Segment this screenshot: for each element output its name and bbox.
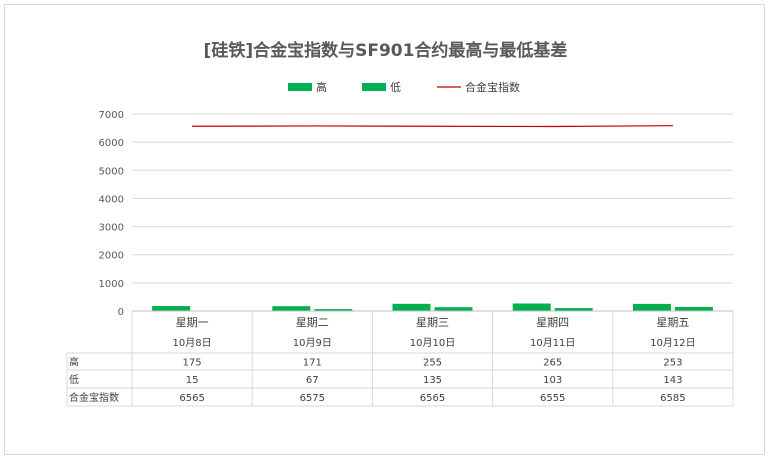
legend-label: 合金宝指数 xyxy=(465,80,520,94)
table-cell-value: 175 xyxy=(183,358,202,369)
table-cell-value: 171 xyxy=(303,358,322,369)
bar xyxy=(434,307,473,311)
legend-swatch xyxy=(362,83,386,91)
y-tick-label: 6000 xyxy=(99,138,124,149)
bar xyxy=(152,306,191,311)
category-date-label: 10月11日 xyxy=(530,337,575,349)
category-date-label: 10月9日 xyxy=(293,337,332,349)
y-tick-label: 7000 xyxy=(99,110,124,121)
category-date-label: 10月10日 xyxy=(410,337,455,349)
chart-frame xyxy=(4,4,765,455)
bar xyxy=(314,309,353,311)
legend-swatch xyxy=(288,83,312,91)
bar xyxy=(674,306,713,311)
table-cell-value: 6555 xyxy=(540,393,565,404)
category-date-label: 10月8日 xyxy=(173,337,212,349)
bar xyxy=(272,306,311,311)
category-day-label: 星期五 xyxy=(656,316,689,329)
category-day-label: 星期三 xyxy=(416,316,449,329)
y-tick-label: 1000 xyxy=(99,279,124,290)
bar xyxy=(632,303,671,311)
bar xyxy=(554,308,593,311)
table-cell-value: 67 xyxy=(306,375,319,386)
table-cell-value: 255 xyxy=(423,358,442,369)
y-tick-label: 5000 xyxy=(99,166,124,177)
category-day-label: 星期二 xyxy=(296,316,329,329)
bar xyxy=(512,303,551,311)
table-cell-value: 143 xyxy=(663,375,682,386)
table-series-name: 低 xyxy=(69,373,79,386)
y-tick-label: 3000 xyxy=(99,223,124,234)
table-series-name: 合金宝指数 xyxy=(69,391,119,404)
table-cell-value: 135 xyxy=(423,375,442,386)
table-series-name: 高 xyxy=(69,356,79,369)
table-cell-value: 6565 xyxy=(420,393,445,404)
table-cell-value: 6575 xyxy=(300,393,325,404)
chart-title: [硅铁]合金宝指数与SF901合约最高与最低基差 xyxy=(203,41,568,61)
bar xyxy=(392,303,431,311)
y-tick-label: 4000 xyxy=(99,194,124,205)
y-tick-label: 2000 xyxy=(99,251,124,262)
table-cell-value: 103 xyxy=(543,375,562,386)
legend-label: 低 xyxy=(390,81,401,94)
category-day-label: 星期一 xyxy=(176,316,209,329)
category-day-label: 星期四 xyxy=(536,316,569,329)
table-cell-value: 15 xyxy=(186,375,199,386)
table-cell-value: 265 xyxy=(543,358,562,369)
category-date-label: 10月12日 xyxy=(650,337,695,349)
y-tick-label: 0 xyxy=(118,307,124,318)
table-cell-value: 6585 xyxy=(660,393,685,404)
table-cell-value: 6565 xyxy=(179,393,204,404)
legend-label: 高 xyxy=(316,80,327,94)
series-line xyxy=(192,125,673,128)
table-cell-value: 253 xyxy=(663,358,682,369)
